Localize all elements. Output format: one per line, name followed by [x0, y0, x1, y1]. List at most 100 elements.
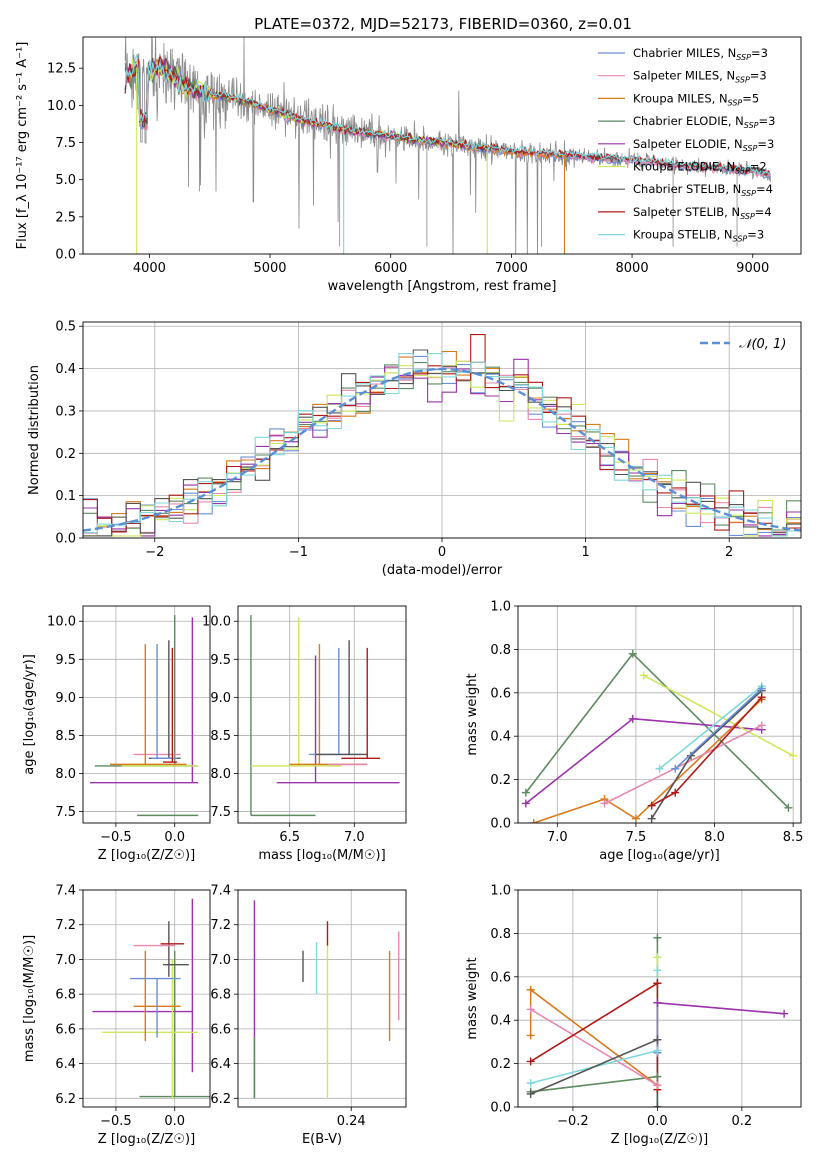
- model-spectrum-line: [124, 53, 770, 175]
- legend-label: Chabrier ELODIE, NSSP=3: [633, 114, 775, 130]
- plus-marker: [526, 1005, 535, 1014]
- y-tick-label: 6.2: [55, 1092, 76, 1107]
- mass-vs-z-panel: −0.5 0.0 6.2 6.4 6.6 6.8 7.0 7.2 7.4 Z [log₁₀(Z/Z…: [22, 884, 211, 1147]
- plus-marker: [521, 788, 530, 797]
- plus-marker: [757, 721, 766, 730]
- legend-label-main: Chabrier STELIB, N: [633, 182, 741, 196]
- y-tick-label: 0.6: [490, 686, 511, 701]
- y-tick-label: 0.8: [490, 927, 511, 942]
- y-tick-label: 6.8: [55, 988, 76, 1003]
- plus-marker: [631, 814, 640, 823]
- y-tick-label: 10.0: [47, 615, 76, 630]
- x-tick-label: 0.2: [732, 1114, 753, 1129]
- x-axis-label: mass [log₁₀(M/M☉)]: [258, 848, 385, 863]
- y-tick-label: 8.0: [210, 767, 231, 782]
- y-tick-label: 0.2: [490, 1057, 511, 1072]
- x-tick-label: 4000: [133, 261, 166, 276]
- y-tick-label: 7.5: [55, 136, 76, 151]
- legend-label-sub: SSP: [743, 144, 758, 153]
- series-line: [525, 717, 762, 805]
- legend-label-sub: SSP: [728, 98, 743, 107]
- x-tick-label: 8000: [616, 261, 649, 276]
- y-tick-label: 0.6: [490, 970, 511, 985]
- legend-label-tail: =3: [757, 137, 774, 151]
- plus-marker: [671, 764, 680, 773]
- age-vs-mass-panel: 6.5 7.0 7.5 8.0 8.5 9.0 9.5 10.0 mass [log₁₀(M/M…: [202, 605, 407, 863]
- x-tick-label: −2: [145, 545, 164, 560]
- y-tick-label: 6.8: [210, 988, 231, 1003]
- legend-label-main: Kroupa ELODIE, N: [633, 160, 735, 174]
- x-tick-label: 6.5: [279, 830, 300, 845]
- plus-marker: [653, 966, 662, 975]
- y-tick-label: 0.2: [55, 447, 76, 462]
- y-tick-label: 0.1: [55, 489, 76, 504]
- grid: [83, 606, 210, 823]
- plus-marker: [521, 799, 530, 808]
- weight-vs-age-panel: 7.0 7.5 8.0 8.5 0.0 0.2 0.4 0.6 0.8 1.0 age [log₁₀…: [465, 600, 803, 864]
- y-tick-label: 1.0: [490, 600, 511, 615]
- x-tick-label: 8.0: [704, 830, 725, 845]
- x-tick-label: 9000: [736, 261, 769, 276]
- histogram-line: [83, 353, 801, 537]
- series-line: [530, 989, 658, 1086]
- plus-marker: [526, 1031, 535, 1040]
- plus-marker: [526, 985, 535, 994]
- x-axis-label: Z [log₁₀(Z/Z☉)]: [98, 848, 195, 863]
- plus-marker: [653, 953, 662, 962]
- legend-label-sub: SSP: [741, 189, 756, 198]
- legend-label-tail: =2: [750, 160, 767, 174]
- plus-marker: [526, 1057, 535, 1066]
- y-tick-label: 8.5: [210, 729, 231, 744]
- y-tick-label: 0.4: [55, 362, 76, 377]
- y-tick-label: 8.5: [55, 729, 76, 744]
- plus-marker: [671, 788, 680, 797]
- grid: [518, 605, 801, 824]
- x-axis-label: wavelength [Angstrom, rest frame]: [328, 279, 557, 294]
- y-tick-label: 0.0: [490, 1101, 511, 1116]
- plus-marker: [784, 803, 793, 812]
- errorbars: [90, 615, 199, 817]
- legend-label: Salpeter MILES, NSSP=3: [633, 69, 767, 85]
- series-line: [530, 1038, 658, 1095]
- y-axis-label: mass [log₁₀(M/M☉)]: [22, 935, 37, 1062]
- y-tick-label: 6.6: [210, 1022, 231, 1037]
- legend-label-tail: =4: [755, 205, 772, 219]
- y-tick-label: 9.5: [210, 653, 231, 668]
- plus-marker: [653, 979, 662, 988]
- x-axis-label: (data-model)/error: [382, 563, 503, 578]
- y-axis-label: Normed distribution: [27, 365, 42, 495]
- axes-frame: [82, 36, 802, 255]
- legend-label-tail: =3: [750, 69, 767, 83]
- errorbars: [253, 900, 400, 1099]
- axes-frame: [82, 889, 211, 1108]
- x-tick-label: 0.0: [647, 1114, 668, 1129]
- x-tick-label: −1: [289, 545, 308, 560]
- y-tick-label: 7.4: [210, 884, 231, 899]
- x-tick-label: 7.0: [344, 830, 365, 845]
- x-tick-label: −0.5: [100, 830, 132, 845]
- plus-marker: [628, 714, 637, 723]
- y-tick-label: 7.2: [55, 918, 76, 933]
- y-axis-label: Flux [f_λ 10⁻¹⁷ erg cm⁻² s⁻¹ A⁻¹]: [15, 42, 30, 250]
- weight-vs-z-panel: −0.2 0.0 0.2 0.0 0.2 0.4 0.6 0.8 1.0 Z [log₁₀(Z/Z…: [465, 884, 802, 1147]
- series-line: [643, 674, 794, 757]
- legend-label-tail: =4: [756, 182, 773, 196]
- x-tick-label: 2: [725, 545, 733, 560]
- y-tick-label: 0.4: [490, 730, 511, 745]
- x-tick-label: 7000: [495, 261, 528, 276]
- y-tick-label: 6.2: [210, 1092, 231, 1107]
- legend-label-sub: SSP: [735, 76, 750, 85]
- y-tick-label: 7.4: [55, 884, 76, 899]
- y-tick-label: 7.0: [55, 953, 76, 968]
- chart-title: PLATE=0372, MJD=52173, FIBERID=0360, z=0…: [254, 15, 632, 33]
- grid: [518, 889, 801, 1108]
- axes-frame: [82, 605, 211, 824]
- y-tick-label: 0.0: [490, 817, 511, 832]
- series-line: [604, 724, 763, 805]
- y-tick-label: 7.2: [210, 918, 231, 933]
- weight-lines: [521, 649, 798, 823]
- y-tick-label: 0.8: [490, 643, 511, 658]
- x-axis-label: Z [log₁₀(Z/Z☉)]: [611, 1132, 708, 1147]
- mass-vs-ebv-panel: 0.24 6.2 6.4 6.6 6.8 7.0 7.2 7.4 E(B-V): [210, 884, 407, 1147]
